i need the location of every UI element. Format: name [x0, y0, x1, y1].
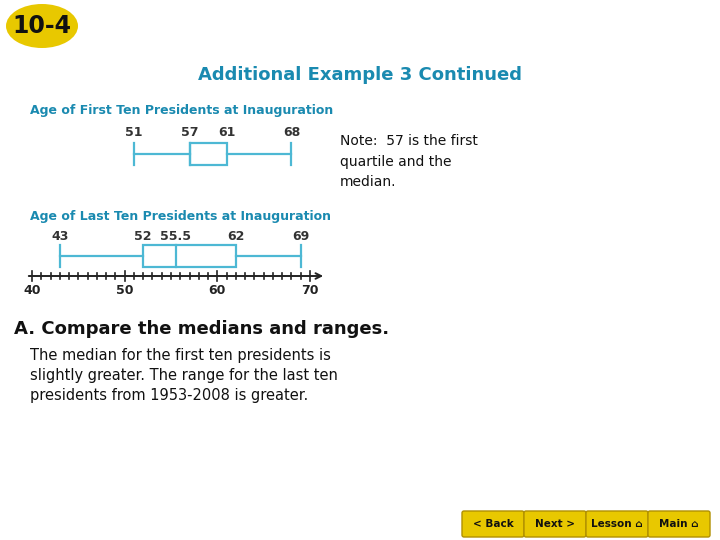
Text: Next >: Next >: [535, 519, 575, 529]
Text: 40: 40: [23, 284, 41, 297]
Text: Note:  57 is the first
quartile and the
median.: Note: 57 is the first quartile and the m…: [340, 134, 478, 189]
Text: 50: 50: [116, 284, 133, 297]
Text: Age of Last Ten Presidents at Inauguration: Age of Last Ten Presidents at Inaugurati…: [30, 210, 331, 223]
FancyBboxPatch shape: [524, 511, 586, 537]
Text: The median for the first ten presidents is: The median for the first ten presidents …: [30, 348, 331, 363]
Text: slightly greater. The range for the last ten: slightly greater. The range for the last…: [30, 368, 338, 383]
Text: Lesson ⌂: Lesson ⌂: [591, 519, 643, 529]
Text: 60: 60: [209, 284, 226, 297]
Text: Additional Example 3 Continued: Additional Example 3 Continued: [198, 66, 522, 84]
Text: 10-4: 10-4: [12, 14, 71, 38]
FancyBboxPatch shape: [648, 511, 710, 537]
Text: 43: 43: [51, 230, 68, 243]
Text: 70: 70: [301, 284, 319, 297]
Text: presidents from 1953-2008 is greater.: presidents from 1953-2008 is greater.: [30, 388, 308, 403]
FancyBboxPatch shape: [586, 511, 648, 537]
Bar: [143, 245, 236, 267]
Text: 68: 68: [283, 126, 300, 139]
Text: A. Compare the medians and ranges.: A. Compare the medians and ranges.: [14, 320, 389, 338]
Text: 57: 57: [181, 126, 198, 139]
Text: < Back: < Back: [472, 519, 513, 529]
Text: Variability and Box-and-Whisker Plots: Variability and Box-and-Whisker Plots: [88, 16, 533, 36]
Bar: [189, 143, 227, 165]
Text: Main ⌂: Main ⌂: [660, 519, 698, 529]
Text: © HOLT McDOUGAL, All Rights Reserved: © HOLT McDOUGAL, All Rights Reserved: [8, 519, 207, 529]
Text: 61: 61: [218, 126, 235, 139]
Text: 62: 62: [228, 230, 245, 243]
Ellipse shape: [6, 4, 78, 48]
Text: 51: 51: [125, 126, 143, 139]
Text: 55.5: 55.5: [160, 230, 191, 243]
Text: 52: 52: [135, 230, 152, 243]
Text: Age of First Ten Presidents at Inauguration: Age of First Ten Presidents at Inaugurat…: [30, 104, 333, 117]
FancyBboxPatch shape: [462, 511, 524, 537]
Text: 69: 69: [292, 230, 310, 243]
